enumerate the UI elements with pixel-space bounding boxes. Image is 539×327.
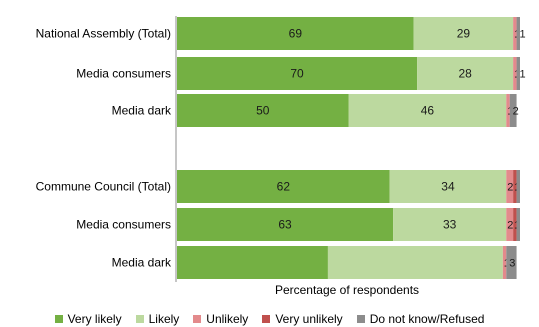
legend-item: Likely (135, 311, 180, 326)
bar-segment (177, 170, 390, 203)
x-axis-title: Percentage of respondents (275, 283, 419, 297)
legend-item: Do not know/Refused (356, 311, 485, 326)
data-label: 2 (507, 182, 513, 194)
bar-segment (413, 17, 514, 50)
legend-item: Very unlikely (262, 311, 343, 326)
bar-segment (393, 208, 507, 241)
data-label: 1 (520, 29, 526, 41)
bar-segment (177, 94, 349, 127)
data-label: 2 (507, 220, 513, 232)
data-label: 62 (277, 180, 291, 194)
data-label: 28 (458, 67, 472, 81)
category-label: Commune Council (Total) (36, 180, 171, 194)
data-label: 29 (457, 27, 471, 41)
data-label: 34 (441, 180, 455, 194)
legend-swatch (356, 314, 365, 323)
data-label: 1 (520, 69, 526, 81)
bar-segment (177, 57, 418, 90)
category-label: Media dark (112, 104, 172, 118)
bar-segment (502, 246, 507, 279)
legend-item: Unlikely (193, 312, 248, 326)
bar-segment (513, 57, 517, 90)
category-label: Media consumers (76, 218, 171, 232)
data-label: 33 (443, 218, 457, 232)
bar-segment (506, 94, 510, 127)
category-label: Media consumers (76, 67, 171, 81)
bar-segment (177, 246, 328, 279)
legend-swatch (193, 314, 202, 323)
stacked-bar-chart: 69291170281150461262342163332113 Nationa… (36, 16, 526, 297)
legend-label: Do not know/Refused (369, 311, 485, 326)
category-label: Media dark (112, 256, 172, 270)
data-label: 69 (289, 27, 303, 41)
category-label: National Assembly (Total) (36, 27, 171, 41)
bar-segment (506, 246, 517, 279)
bar-segment (513, 170, 517, 203)
bars-layer: 69291170281150461262342163332113 (177, 17, 526, 279)
bar-segment (506, 170, 514, 203)
bar-segment (348, 94, 507, 127)
legend-label: Unlikely (206, 311, 249, 326)
data-label: 2 (513, 106, 519, 118)
bar-segment (513, 208, 517, 241)
data-label: 63 (278, 218, 292, 232)
bar-segment (516, 170, 520, 203)
bar-segment (516, 208, 520, 241)
legend: Very likely Likely Unlikely Very unlikely Do… (0, 310, 539, 327)
legend-item: Very likely (54, 311, 122, 326)
bar-segment (506, 208, 514, 241)
data-label: 3 (509, 258, 515, 270)
data-label: 46 (421, 104, 435, 118)
bar-segment (513, 17, 517, 50)
legend-label: Very unlikely (275, 311, 343, 326)
legend-label: Likely (148, 311, 180, 326)
bar-segment (417, 57, 514, 90)
bar-segment (389, 170, 507, 203)
bar-segment (509, 94, 517, 127)
legend-swatch (262, 314, 271, 323)
category-labels: National Assembly (Total) Media consumers… (36, 27, 172, 270)
data-label: 70 (290, 67, 304, 81)
data-label: 50 (256, 104, 270, 118)
legend-label: Very likely (67, 311, 122, 326)
bar-segment (177, 208, 394, 241)
bar-segment (327, 246, 503, 279)
bar-segment (516, 17, 520, 50)
legend-swatch (135, 314, 144, 323)
bar-segment (516, 57, 520, 90)
legend-swatch (54, 314, 63, 323)
bar-segment (177, 17, 414, 50)
